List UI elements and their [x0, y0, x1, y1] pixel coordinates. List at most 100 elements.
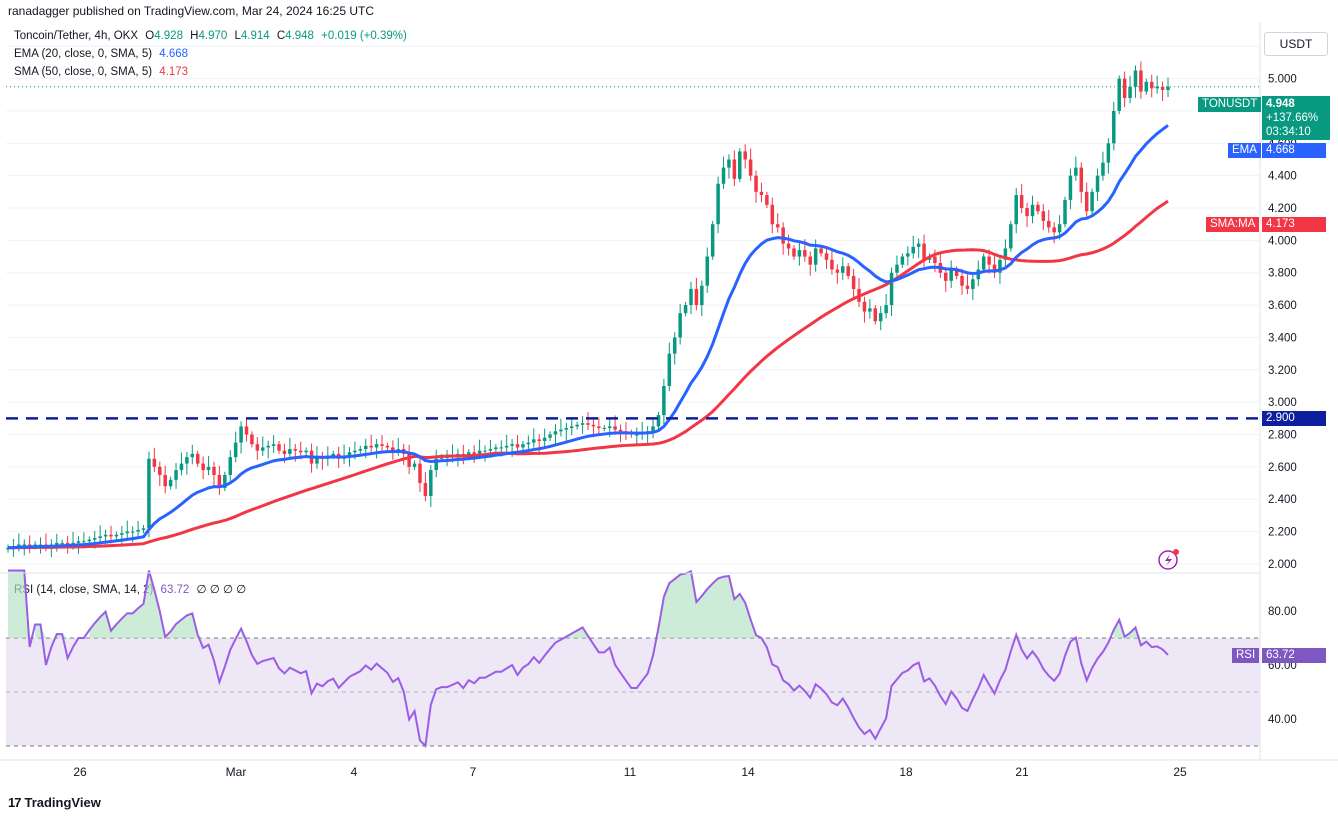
sma-legend[interactable]: SMA (50, close, 0, SMA, 5) 4.173	[14, 66, 192, 78]
candle-body	[526, 442, 531, 445]
candle-body	[884, 305, 888, 314]
candle-body	[120, 533, 124, 535]
level-tag: 2.900	[1262, 411, 1326, 426]
candle-body	[922, 243, 926, 260]
price-tick-label: 3.800	[1268, 268, 1297, 280]
currency-selector[interactable]: USDT	[1264, 32, 1328, 56]
candle-body	[981, 256, 986, 270]
candle-body	[1057, 224, 1062, 233]
sma-legend-value: 4.173	[159, 66, 189, 78]
candle-body	[916, 243, 921, 247]
price-tick-label: 4.000	[1268, 235, 1297, 247]
candle-body	[195, 453, 200, 464]
candle-body	[830, 259, 834, 270]
price-tick-label: 3.600	[1268, 300, 1297, 312]
candle-body	[1101, 162, 1105, 176]
candle-body	[878, 313, 883, 322]
candle-body	[331, 453, 335, 456]
candle-body	[1014, 195, 1018, 225]
candle-body	[288, 449, 292, 454]
candle-body	[602, 428, 607, 430]
price-tick-label: 5.000	[1268, 74, 1297, 86]
candle-body	[548, 434, 552, 438]
candle-body	[488, 449, 493, 451]
candle-body	[564, 428, 569, 430]
price-tick-label: 2.600	[1268, 462, 1297, 474]
candle-body	[1090, 191, 1094, 212]
candle-body	[1117, 78, 1121, 111]
price-tag: 4.948 +137.66% 03:34:10	[1262, 96, 1330, 140]
price-tick-label: 2.400	[1268, 494, 1297, 506]
candle-body	[586, 423, 590, 425]
candle-body	[477, 450, 482, 454]
candle-body	[607, 426, 612, 429]
alert-icon[interactable]	[1158, 549, 1179, 570]
candle-body	[775, 224, 780, 228]
candle-body	[710, 224, 715, 257]
symbol-legend: Toncoin/Tether, 4h, OKX O4.928 H4.970 L4…	[14, 30, 411, 42]
candle-body	[315, 457, 319, 464]
candle-body	[792, 248, 796, 257]
candle-body	[228, 457, 232, 475]
candle-body	[754, 175, 758, 192]
candle-body	[613, 426, 617, 430]
candle-body	[765, 195, 769, 205]
candle-body	[678, 313, 682, 338]
candle-body	[168, 479, 173, 487]
candle-body	[1084, 191, 1089, 212]
candle-body	[22, 544, 27, 546]
candle-body	[1149, 81, 1154, 89]
rsi-axis: 80.00 60.00 40.00	[1268, 606, 1297, 726]
candle-body	[103, 534, 108, 537]
candle-body	[1019, 195, 1024, 209]
candle-body	[889, 272, 894, 306]
candle-body	[689, 288, 693, 306]
candle-body	[542, 437, 547, 441]
ema-legend-label: EMA (20, close, 0, SMA, 5)	[14, 48, 153, 60]
candle-body	[1160, 86, 1165, 90]
time-axis: 26 Mar 4 7 11 14 18 21 25	[73, 765, 1187, 779]
candle-body	[960, 275, 964, 286]
candle-body	[992, 264, 997, 273]
candle-body	[1133, 70, 1138, 87]
candle-body	[694, 288, 699, 306]
candle-body	[515, 444, 520, 448]
candle-body	[380, 444, 384, 446]
candle-body	[1112, 110, 1116, 144]
candle-body	[553, 431, 558, 435]
candle-body	[353, 450, 357, 453]
ema-legend[interactable]: EMA (20, close, 0, SMA, 5) 4.668	[14, 48, 192, 60]
candle-body	[569, 426, 574, 429]
rsi-tag-label: RSI	[1232, 648, 1260, 663]
rsi-legend[interactable]: RSI (14, close, SMA, 14, 2) 63.72 ∅ ∅ ∅ …	[14, 582, 250, 596]
candle-body	[158, 466, 162, 475]
candle-body	[841, 266, 845, 273]
candle-body	[499, 447, 504, 449]
candle-body	[911, 246, 915, 254]
candle-body	[206, 466, 211, 471]
candle-body	[472, 452, 476, 454]
candle-body	[174, 470, 178, 480]
candle-body	[656, 415, 661, 427]
candle-body	[483, 450, 487, 452]
candle-body	[494, 447, 498, 450]
candle-body	[125, 531, 130, 534]
candle-body	[434, 458, 438, 471]
candle-body	[1003, 248, 1008, 260]
candle-body	[250, 434, 254, 445]
candle-body	[364, 445, 368, 450]
rsi-tick-label: 60.00	[1268, 660, 1297, 672]
candle-body	[445, 457, 449, 459]
candle-body	[1074, 167, 1078, 176]
candle-body	[429, 470, 433, 496]
candle-body	[813, 248, 818, 265]
candle-body	[114, 534, 119, 537]
candle-body	[179, 463, 184, 471]
candle-body	[672, 337, 677, 354]
candle-body	[532, 439, 536, 443]
tradingview-logo[interactable]: 17 TradingView	[8, 795, 101, 810]
candle-body	[233, 442, 238, 458]
candle-body	[1063, 199, 1067, 225]
candle-body	[1166, 86, 1170, 90]
